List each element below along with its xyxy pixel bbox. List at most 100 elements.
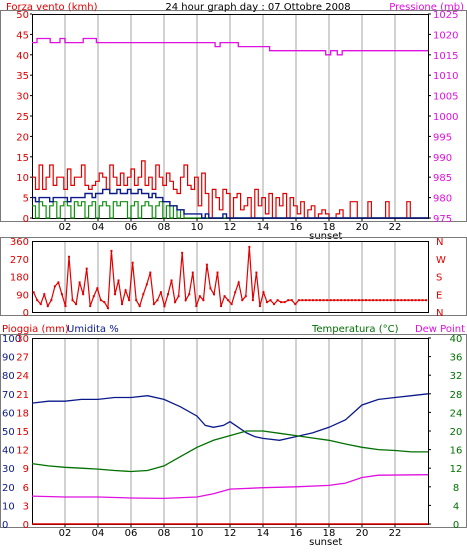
wind-direction-point — [188, 293, 191, 296]
wind-y-tick-label: 20 — [16, 132, 29, 143]
wind-direction-point — [159, 291, 162, 294]
rain-y-tick-label: 24 — [16, 371, 29, 382]
wind-direction-point — [333, 299, 336, 302]
humidity-series — [31, 393, 429, 441]
wind-direction-point — [258, 305, 261, 308]
pressure-series — [32, 37, 428, 56]
wind-y-tick-label: 5 — [23, 194, 29, 205]
wind-direction-point — [379, 299, 382, 302]
wind-direction-point — [294, 303, 297, 306]
compass-label: N — [436, 308, 443, 319]
wind-direction-series — [33, 246, 427, 311]
temp-y-tick-label: 4 — [453, 501, 459, 512]
wind-direction-point — [227, 299, 230, 302]
rain-y-tick-label: 6 — [23, 483, 29, 494]
temp-panel-x-tick-label: 08 — [158, 528, 171, 539]
humidity-y-tick-label: 20 — [2, 483, 15, 494]
wind-direction-point — [365, 299, 368, 302]
temp-y-tick-label: 0 — [453, 520, 459, 531]
temp-panel-x-tick-label: 02 — [59, 528, 72, 539]
temp-y-tick-label: 40 — [450, 334, 463, 345]
wind-direction-point — [50, 299, 53, 302]
wind-direction-point — [145, 283, 148, 286]
pressure-y-tick-label: 1010 — [433, 71, 458, 82]
humidity-axis-title: Umidita % — [67, 324, 119, 335]
wind-direction-point — [170, 279, 173, 282]
wind-direction-point — [68, 255, 71, 258]
wind-direction-point — [340, 299, 343, 302]
wind-direction-point — [319, 299, 322, 302]
wind-direction-point — [135, 299, 138, 302]
temp-y-tick-label: 32 — [450, 371, 463, 382]
wind-direction-point — [220, 305, 223, 308]
wind-panel-sunset-label: sunset — [309, 231, 342, 242]
temp-panel-x-tick-label: 22 — [389, 528, 402, 539]
pressure-axis-title: Pressione (mb) — [389, 2, 464, 13]
temp-y-tick-label: 28 — [450, 390, 463, 401]
wind-direction-point — [71, 299, 74, 302]
wind-y-tick-label: 15 — [16, 153, 29, 164]
pressure-y-tick-label: 1015 — [433, 51, 458, 62]
wind-y-tick-label: 10 — [16, 173, 29, 184]
pressure-y-tick-label: 975 — [433, 214, 452, 225]
temp-y-tick-label: 24 — [450, 408, 463, 419]
wind-direction-point — [241, 299, 244, 302]
wind-direction-point — [89, 305, 92, 308]
wind-direction-point — [315, 299, 318, 302]
wind-direction-point — [53, 285, 56, 288]
wind-direction-point — [216, 271, 219, 274]
wind-direction-point — [329, 299, 332, 302]
temp-panel-x-tick-label: 20 — [356, 528, 369, 539]
wind-direction-point — [290, 299, 293, 302]
wind-direction-point — [255, 271, 258, 274]
wind-direction-point — [230, 303, 233, 306]
wind-direction-point — [357, 299, 360, 302]
wind-direction-point — [181, 251, 184, 254]
wind-panel-x-tick-label: 02 — [59, 222, 72, 233]
wind-direction-point — [149, 271, 152, 274]
wind-direction-point — [304, 299, 307, 302]
wind-direction-point — [414, 299, 417, 302]
wind-direction-point — [425, 299, 428, 302]
pressure-y-tick-label: 1020 — [433, 30, 458, 41]
wind-direction-point — [209, 287, 212, 290]
wind-direction-point — [205, 263, 208, 266]
rain-axis-title: Pioggia (mm) — [2, 324, 69, 335]
wind-gust-series — [32, 160, 428, 219]
wind-direction-point — [39, 303, 42, 306]
wind-panel-x-tick-label: 16 — [290, 222, 303, 233]
wind-direction-point — [354, 299, 357, 302]
wind-direction-point — [195, 305, 198, 308]
wind-direction-point — [223, 295, 226, 298]
pressure-y-tick-label: 990 — [433, 153, 452, 164]
wind-direction-point — [96, 287, 99, 290]
wind-direction-point — [386, 299, 389, 302]
wind-direction-point — [322, 299, 325, 302]
wind-direction-point — [106, 307, 109, 310]
wind-direction-point — [248, 245, 251, 248]
pressure-y-tick-label: 995 — [433, 132, 452, 143]
wind-direction-point — [336, 299, 339, 302]
pressure-y-tick-label: 985 — [433, 173, 452, 184]
wind-direction-point — [60, 293, 63, 296]
wind-direction-point — [75, 303, 78, 306]
temp-panel-x-tick-label: 12 — [224, 528, 237, 539]
humidity-y-tick-label: 100 — [2, 334, 21, 345]
wind-direction-point — [36, 299, 39, 302]
wind-direction-point — [78, 281, 81, 284]
wind-direction-point — [301, 299, 304, 302]
wind-direction-point — [244, 295, 247, 298]
wind-y-tick-label: 30 — [16, 92, 29, 103]
wind-direction-point — [85, 267, 88, 270]
humidity-y-tick-label: 40 — [2, 446, 15, 457]
wind-direction-point — [121, 303, 124, 306]
wind-direction-point — [131, 261, 134, 264]
temp-panel-x-tick-label: 16 — [290, 528, 303, 539]
wind-direction-point — [64, 305, 67, 308]
direction-y-tick-label: 90 — [16, 290, 29, 301]
wind-direction-point — [156, 299, 159, 302]
temperature-axis-title: Temperatura (°C) — [311, 324, 399, 335]
wind-panel-x-tick-label: 10 — [191, 222, 204, 233]
compass-label: N — [436, 237, 443, 248]
compass-label: E — [436, 290, 442, 301]
